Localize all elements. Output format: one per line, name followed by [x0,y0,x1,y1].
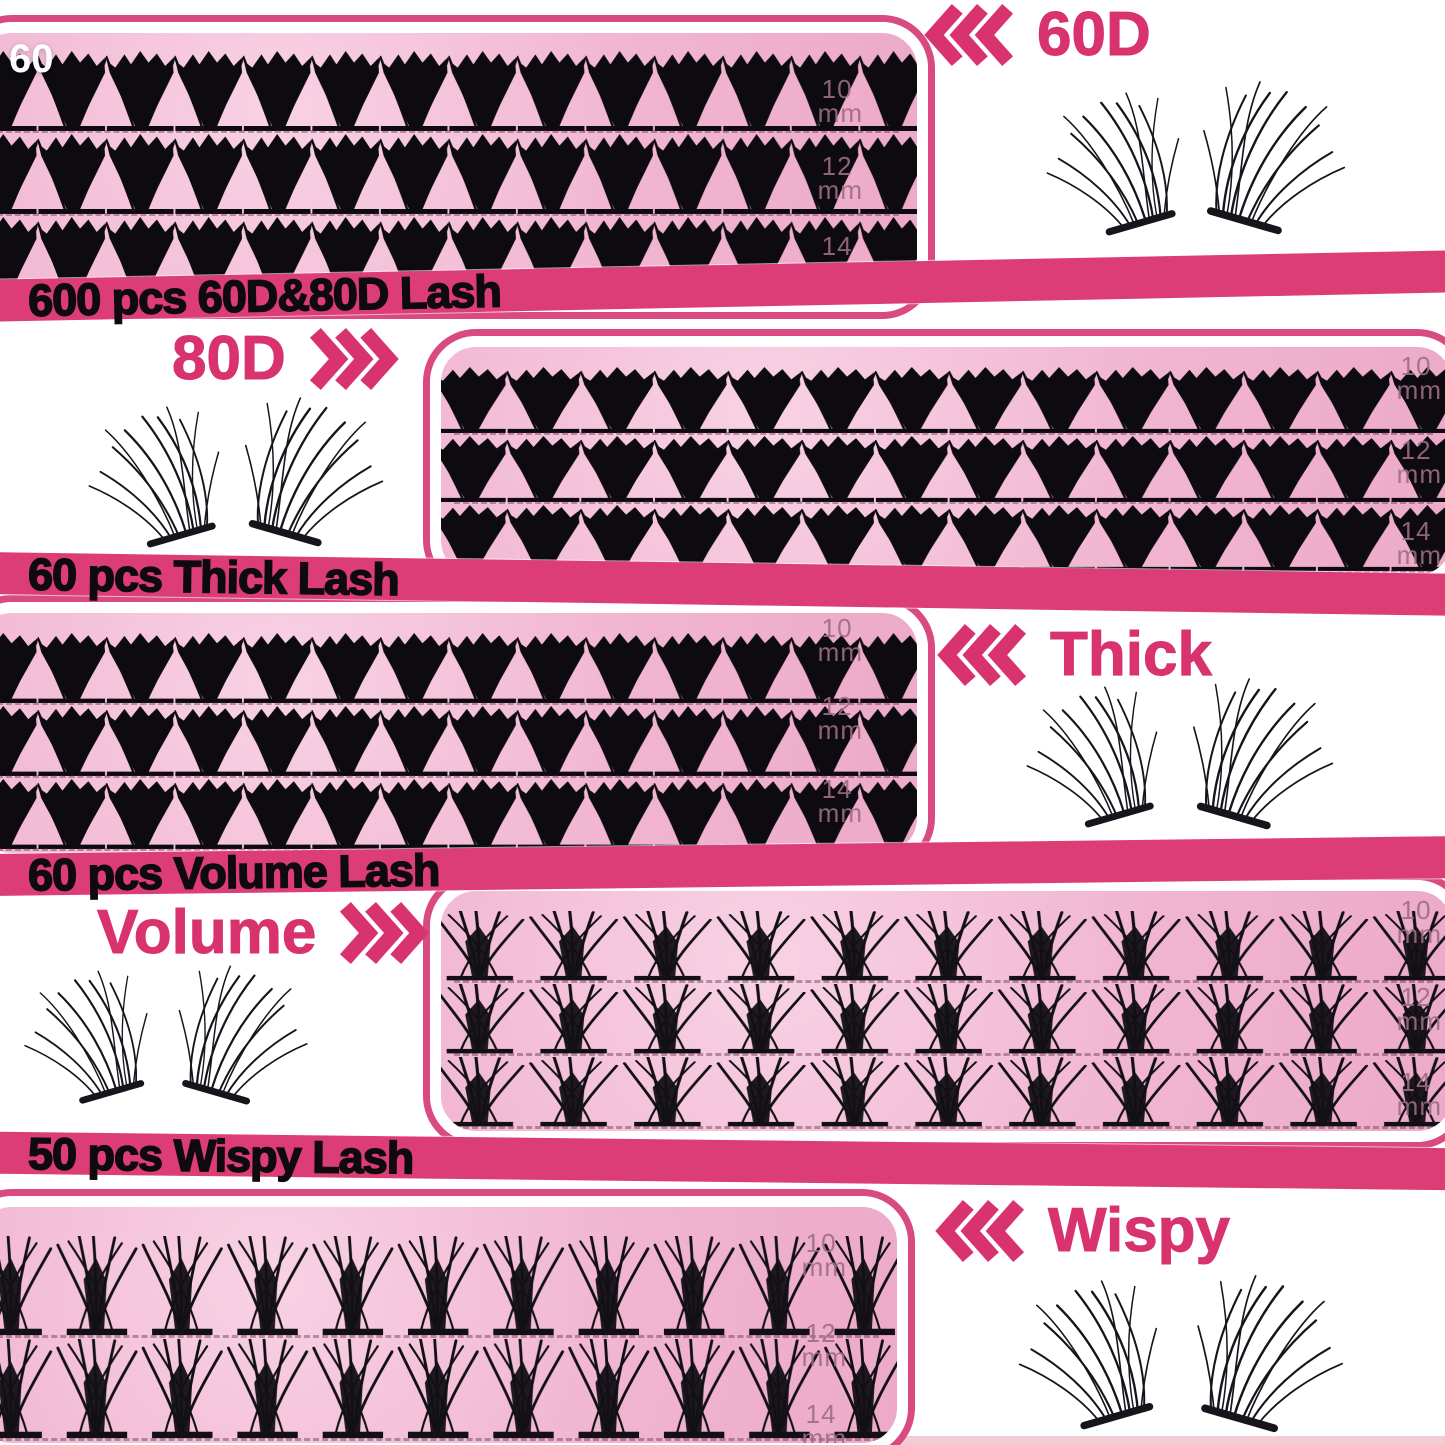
triple-chevron-left-icon [937,624,1026,686]
tray-photo-80d: 10 mm 12 mm 14 mm [430,336,1445,586]
lash-row [441,367,1445,435]
mm-label-12: 12 mm [801,1318,847,1372]
tray-thick-lash-rows [0,613,917,853]
tray-photo-wispy: 10 mm 12 mm 14 mm [0,1196,908,1445]
lash-row [0,706,917,778]
mm-label-10: 10 mm [1396,351,1442,405]
triple-chevron-right-icon [340,902,430,964]
lash-cluster-image [1182,1259,1359,1445]
callout-80d: 80D [172,324,406,393]
callout-label: Thick [1050,620,1213,689]
lash-row [441,911,1445,983]
mm-label-12: 12 mm [1396,982,1442,1036]
callout-label: 60D [1037,0,1152,69]
lash-cluster-image [1004,1262,1172,1445]
mm-label-10: 10 mm [817,74,863,128]
tray-photo-thick: 10 mm 12 mm 14 mm [0,602,928,864]
lash-row [441,1057,1445,1129]
mm-label-10: 10 mm [1396,895,1442,949]
cluster-pair-wispy [1014,1268,1348,1445]
lash-row [0,779,917,851]
lash-row [0,1236,897,1338]
lash-row [0,633,917,705]
callout-label: Volume [96,898,317,967]
triple-chevron-right-icon [309,328,399,390]
callout-label: Wispy [1047,1196,1231,1265]
lash-cluster-image [1032,70,1195,264]
mm-label-10: 10 mm [801,1228,847,1282]
triple-chevron-left-icon [924,4,1013,66]
cluster-pair-thick [1022,668,1338,846]
callout-volume: Volume [96,898,436,967]
callout-60d: 60D [917,0,1152,69]
cluster-pair-volume [20,956,312,1120]
tray-volume-lash-rows [441,891,1445,1131]
lash-row [0,134,917,216]
tray-photo-volume: 10 mm 12 mm 14 mm [430,880,1445,1142]
banner-label: 50 pcs Wispy Lash [27,1127,414,1184]
lash-row [441,984,1445,1056]
tray-size-label: 60 [9,37,54,81]
tray-80d-lash-rows [441,347,1445,575]
banner-label: 60 pcs Volume Lash [27,843,441,901]
mm-label-12: 12 mm [817,151,863,205]
banner-label: 60 pcs Thick Lash [27,547,400,605]
mm-label-12: 12 mm [817,691,863,745]
cluster-pair-80d [84,382,388,568]
mm-label-10: 10 mm [817,613,863,667]
lash-row [441,436,1445,504]
banner-label: 600 pcs 60D&80D Lash [27,264,502,326]
lash-cluster-image [1187,57,1361,264]
lash-cluster-image [165,948,322,1128]
lash-row [441,505,1445,573]
tray-60d-lash-rows [0,33,917,301]
cluster-pair-60d [1042,66,1350,256]
callout-wispy: Wispy [928,1196,1231,1265]
callout-thick: Thick [930,620,1213,689]
tray-wispy-lash-rows [0,1207,897,1443]
lash-cluster-image [74,384,234,576]
lash-cluster-image [229,374,399,577]
lash-cluster-image [11,953,162,1128]
lash-row [0,1339,897,1441]
lash-cluster-image [1012,666,1172,854]
lash-row [0,51,917,133]
mm-label-12: 12 mm [1396,435,1442,489]
triple-chevron-left-icon [935,1200,1024,1262]
callout-label: 80D [172,324,287,393]
